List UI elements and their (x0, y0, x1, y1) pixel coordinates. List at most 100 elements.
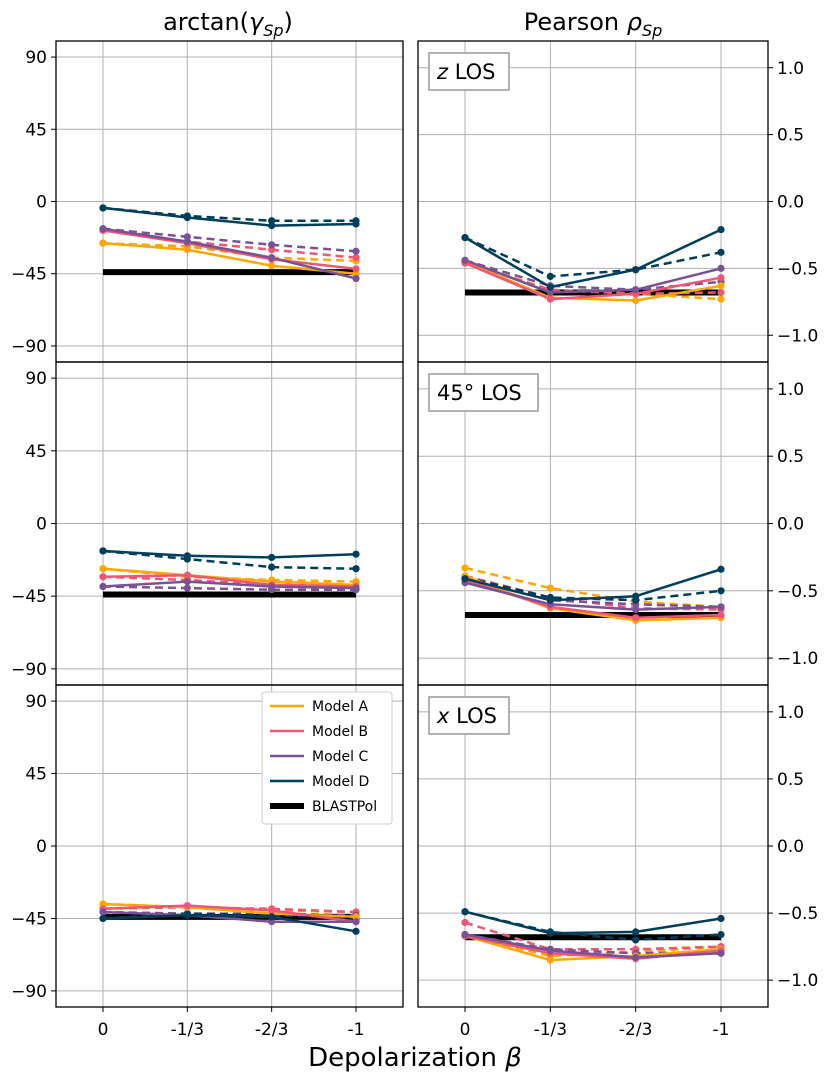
data-point-model-d (461, 908, 469, 916)
series-model-d-solid (102, 913, 357, 933)
series-model-b-solid (102, 904, 357, 923)
series-model-c-solid (102, 227, 357, 280)
y-tick-label: 90 (25, 48, 47, 68)
data-point-model-b (99, 573, 107, 581)
data-point-model-d (717, 930, 725, 939)
y-tick-label: −45 (11, 265, 47, 285)
data-point-model-d (352, 550, 360, 558)
y-tick-label: 1.0 (777, 380, 804, 400)
los-label: z LOS (436, 60, 496, 84)
series-model-c-solid (464, 259, 722, 294)
x-tick-label: -1/3 (534, 1020, 568, 1040)
y-tick-label: 1.0 (777, 703, 804, 723)
y-tick-label: −0.5 (777, 259, 818, 279)
series-model-b-solid (464, 261, 722, 301)
series-model-d-dashed (464, 236, 722, 278)
data-point-model-b (268, 906, 276, 915)
data-point-model-d (352, 565, 360, 573)
legend-label: Model A (312, 699, 368, 715)
data-point-model-a (99, 239, 107, 247)
data-point-model-d (99, 547, 107, 555)
data-point-model-a (717, 295, 725, 303)
data-point-model-c (632, 953, 640, 961)
data-point-model-d (461, 234, 469, 242)
data-point-model-b (717, 611, 725, 619)
data-point-model-c (268, 254, 276, 262)
x-tick-label: -1/3 (171, 1020, 205, 1040)
data-point-model-d (546, 272, 554, 280)
data-point-model-c (461, 930, 469, 939)
data-point-model-c (99, 908, 107, 916)
y-tick-label: −0.5 (777, 904, 818, 924)
data-point-model-d (99, 914, 107, 923)
x-tick-label: -1 (348, 1020, 365, 1040)
data-point-model-a (183, 246, 191, 254)
data-point-model-a (632, 296, 640, 305)
data-point-model-c (183, 238, 191, 246)
legend-label: BLASTPol (312, 799, 377, 815)
legend-box (261, 691, 393, 825)
right-column-title: Pearson ρSp (524, 8, 663, 40)
data-point-model-c (99, 225, 107, 233)
y-tick-label: 0 (36, 837, 47, 857)
data-point-model-c (352, 584, 360, 592)
panel-1-right: 1.0 0.5 0.0 −0.5 −1.0 z LOS (417, 40, 818, 363)
data-point-model-c (352, 918, 360, 926)
data-point-model-d (632, 928, 640, 936)
y-tick-label: −0.5 (777, 582, 818, 602)
axes-frame (55, 684, 404, 1008)
series-model-a-dashed (464, 566, 722, 609)
axes-frame (417, 684, 769, 1008)
y-tick-label: −90 (11, 982, 47, 1002)
data-point-model-c (99, 582, 107, 591)
data-point-model-c (183, 584, 191, 592)
series-model-b-dashed (464, 921, 722, 951)
y-tick-label: 45 (25, 120, 47, 140)
data-point-model-d (717, 248, 725, 256)
series-model-c-dashed (102, 227, 357, 253)
data-point-model-d (183, 911, 191, 919)
los-label: x LOS (436, 704, 497, 728)
data-point-model-b (461, 918, 469, 927)
data-point-model-d (717, 225, 725, 234)
data-point-model-c (546, 947, 554, 955)
data-point-model-d (461, 575, 469, 583)
y-tick-label: −45 (11, 587, 47, 607)
data-point-model-d (717, 587, 725, 595)
data-point-model-d (717, 565, 725, 573)
data-point-model-d (183, 552, 191, 560)
series-model-d-solid (464, 228, 722, 289)
legend-label: Model D (312, 774, 369, 790)
legend-label: Model B (312, 724, 368, 740)
los-label-box (428, 373, 539, 412)
data-point-model-c (352, 247, 360, 255)
y-tick-label: 0.5 (777, 126, 804, 146)
data-point-model-b (717, 288, 725, 297)
los-label: 45° LOS (437, 381, 522, 405)
data-point-model-c (268, 582, 276, 591)
data-point-model-a (461, 564, 469, 572)
data-point-model-b (546, 295, 554, 303)
data-point-model-a (546, 584, 554, 592)
data-point-model-c (632, 606, 640, 614)
data-point-model-c (183, 578, 191, 586)
y-tick-label: −1.0 (777, 971, 818, 991)
los-label-box (428, 696, 510, 735)
data-point-model-d (717, 914, 725, 923)
series-model-c-solid (464, 933, 722, 959)
data-point-model-d (268, 553, 276, 562)
x-tick-label: 0 (98, 1020, 109, 1040)
y-tick-label: 0.0 (777, 515, 804, 535)
data-point-model-d (268, 221, 276, 230)
data-point-model-d (183, 213, 191, 222)
data-point-model-d (632, 936, 640, 944)
series-model-d-solid (102, 549, 357, 559)
y-tick-label: 0.5 (777, 447, 804, 467)
series-model-d-solid (102, 206, 357, 227)
data-point-model-a (546, 956, 554, 964)
x-tick-label: -1 (713, 1020, 730, 1040)
series-model-c-solid (102, 910, 356, 923)
data-point-model-b (632, 614, 640, 622)
data-point-model-a (717, 282, 725, 290)
data-point-model-d (632, 592, 640, 600)
